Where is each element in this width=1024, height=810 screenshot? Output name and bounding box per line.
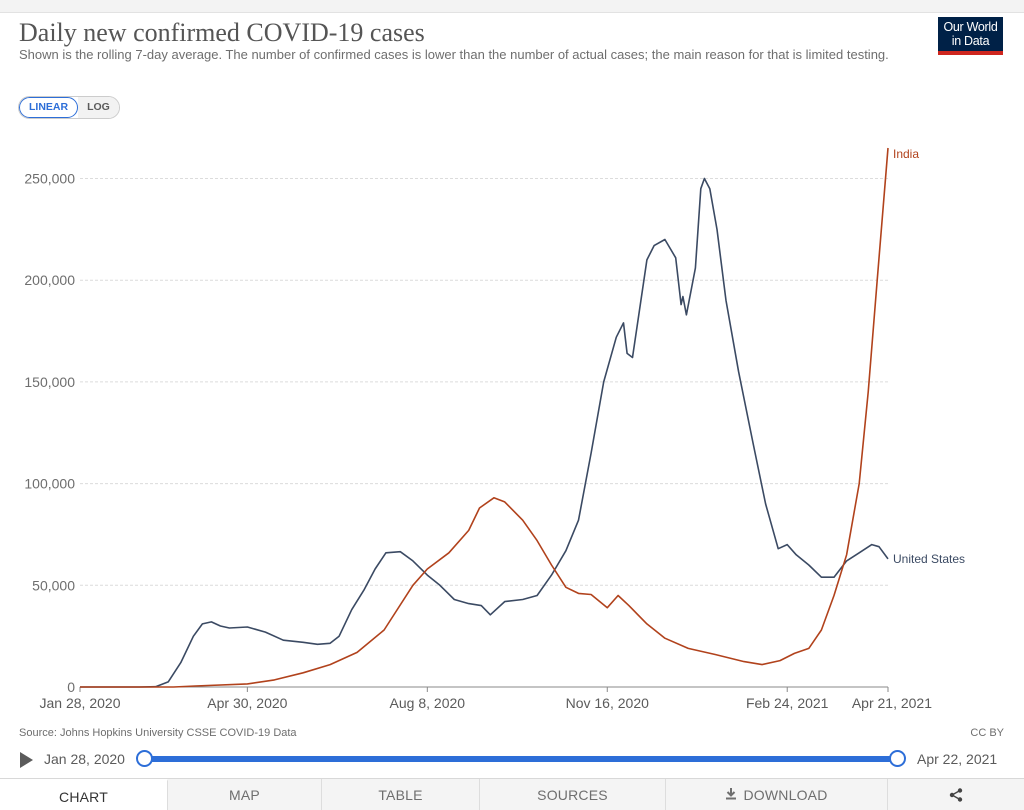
y-tick-label: 250,000 xyxy=(24,171,75,187)
tab-share[interactable] xyxy=(888,779,1024,810)
timeline: Jan 28, 2020 Apr 22, 2021 xyxy=(0,745,1024,773)
y-tick-label: 150,000 xyxy=(24,374,75,390)
y-tick-label: 200,000 xyxy=(24,272,75,288)
timeline-start-label: Jan 28, 2020 xyxy=(44,751,125,767)
y-tick-label: 100,000 xyxy=(24,476,75,492)
license-link[interactable]: CC BY xyxy=(970,727,1004,739)
x-tick-label: Nov 16, 2020 xyxy=(566,695,649,711)
x-tick-label: Apr 30, 2020 xyxy=(207,695,287,711)
grid-lines xyxy=(80,178,888,688)
series-labels: United States India xyxy=(893,147,965,566)
chart-title: Daily new confirmed COVID-19 cases xyxy=(19,18,425,47)
download-icon xyxy=(725,779,737,810)
tab-chart-label: CHART xyxy=(59,789,108,805)
tab-table[interactable]: TABLE xyxy=(322,779,480,810)
y-tick-label: 50,000 xyxy=(32,577,75,593)
tab-chart[interactable]: CHART xyxy=(0,779,168,810)
owid-logo[interactable]: Our World in Data xyxy=(938,17,1003,55)
play-icon[interactable] xyxy=(20,752,33,768)
y-tick-label: 0 xyxy=(67,679,75,695)
x-tick-label: Feb 24, 2021 xyxy=(746,695,829,711)
tab-map[interactable]: MAP xyxy=(168,779,322,810)
scale-toggle: LINEAR LOG xyxy=(18,96,120,119)
x-axis-ticks: Jan 28, 2020 Apr 30, 2020 Aug 8, 2020 Nov 1… xyxy=(40,687,932,711)
x-tick-label: Aug 8, 2020 xyxy=(390,695,466,711)
tab-sources[interactable]: SOURCES xyxy=(480,779,666,810)
chart-subtitle: Shown is the rolling 7-day average. The … xyxy=(19,47,889,62)
series-label: India xyxy=(893,147,919,161)
series-lines xyxy=(80,147,889,688)
logo-line-2: in Data xyxy=(951,34,990,48)
series-line xyxy=(80,177,889,688)
timeline-track[interactable] xyxy=(144,756,898,762)
tab-sources-label: SOURCES xyxy=(537,787,608,803)
x-tick-label: Apr 21, 2021 xyxy=(852,695,932,711)
series-label: United States xyxy=(893,552,965,566)
logo-line-1: Our World xyxy=(943,20,998,34)
share-icon xyxy=(949,779,963,810)
log-scale-button[interactable]: LOG xyxy=(78,97,119,118)
timeline-end-handle[interactable] xyxy=(889,750,906,767)
timeline-end-label: Apr 22, 2021 xyxy=(917,751,998,767)
tab-download-label: DOWNLOAD xyxy=(743,787,828,803)
tab-map-label: MAP xyxy=(229,787,260,803)
source-note[interactable]: Source: Johns Hopkins University CSSE CO… xyxy=(19,727,297,739)
series-line xyxy=(80,147,889,688)
tab-table-label: TABLE xyxy=(378,787,423,803)
x-tick-label: Jan 28, 2020 xyxy=(40,695,121,711)
linear-scale-button[interactable]: LINEAR xyxy=(19,97,79,118)
y-axis-ticks: 0 50,000 100,000 150,000 200,000 250,000 xyxy=(24,171,75,695)
timeline-start-handle[interactable] xyxy=(136,750,153,767)
tab-download[interactable]: DOWNLOAD xyxy=(666,779,888,810)
tab-bar: CHART MAP TABLE SOURCES DOWNLOAD xyxy=(0,778,1024,810)
